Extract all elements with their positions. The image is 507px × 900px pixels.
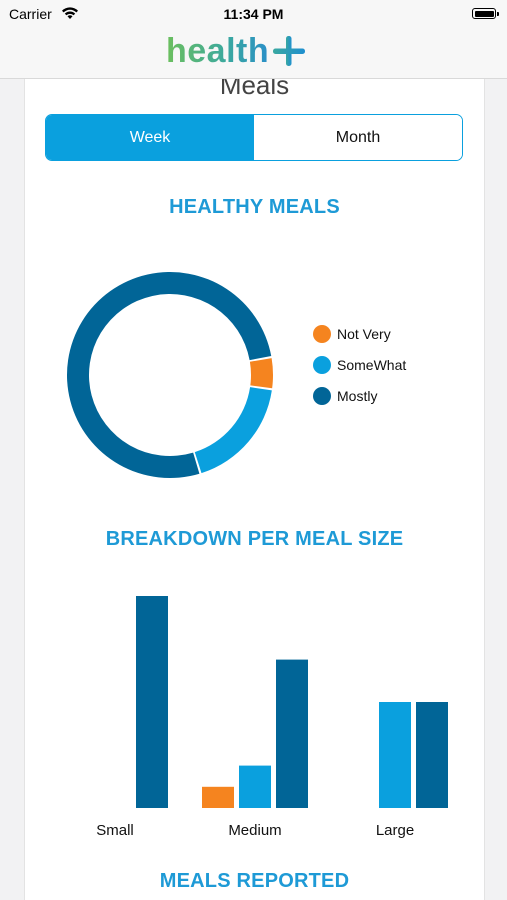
carrier-label: Carrier: [9, 6, 52, 22]
segment-month[interactable]: Month: [254, 115, 462, 160]
bar-large-1: [379, 702, 411, 808]
donut-slice-not-very: [249, 358, 273, 389]
segment-week[interactable]: Week: [46, 115, 254, 160]
section-title: Meals: [219, 78, 290, 100]
bar-medium-0: [202, 786, 234, 808]
legend-swatch-mostly: [313, 386, 331, 405]
healthy-meals-donut-chart: [67, 272, 273, 478]
x-tick-label-medium: Medium: [228, 822, 281, 839]
wifi-icon: [62, 7, 78, 19]
meals-reported-heading: MEALS REPORTED: [159, 870, 350, 892]
status-bar: Carrier 11:34 PM: [0, 0, 507, 28]
bar-large-2: [416, 702, 448, 808]
healthy-meals-heading: HEALTHY MEALS: [169, 196, 340, 218]
bar-small-2: [136, 596, 168, 808]
x-tick-label-small: Small: [96, 822, 134, 839]
donut-legend: Not Very SomeWhat Mostly: [313, 318, 406, 411]
nav-bar: health: [0, 28, 507, 79]
meal-size-heading: BREAKDOWN PER MEAL SIZE: [105, 528, 404, 550]
legend-label-not-very: Not Very: [337, 325, 391, 342]
meal-size-bar-chart: Small Medium Large: [96, 596, 448, 839]
app-logo: health: [166, 31, 307, 71]
logo-wordmark: health: [166, 31, 270, 70]
period-segmented-control[interactable]: Week Month: [45, 114, 463, 161]
legend-swatch-somewhat: [313, 355, 331, 374]
legend-label-mostly: Mostly: [337, 387, 378, 404]
bar-medium-2: [276, 659, 308, 808]
legend-item-not-very: Not Very: [313, 318, 406, 349]
bar-medium-1: [239, 765, 271, 808]
meals-card: Meals Week Month HEALTHY MEALS Not Very …: [24, 78, 485, 900]
donut-slice-somewhat: [194, 387, 272, 474]
battery-icon: [472, 8, 499, 19]
legend-item-somewhat: SomeWhat: [313, 349, 406, 380]
clock-time: 11:34 PM: [223, 6, 284, 22]
legend-item-mostly: Mostly: [313, 380, 406, 411]
plus-logo-icon: [273, 36, 306, 66]
legend-swatch-not-very: [313, 324, 331, 343]
x-tick-label-large: Large: [376, 822, 414, 839]
legend-label-somewhat: SomeWhat: [337, 356, 407, 373]
